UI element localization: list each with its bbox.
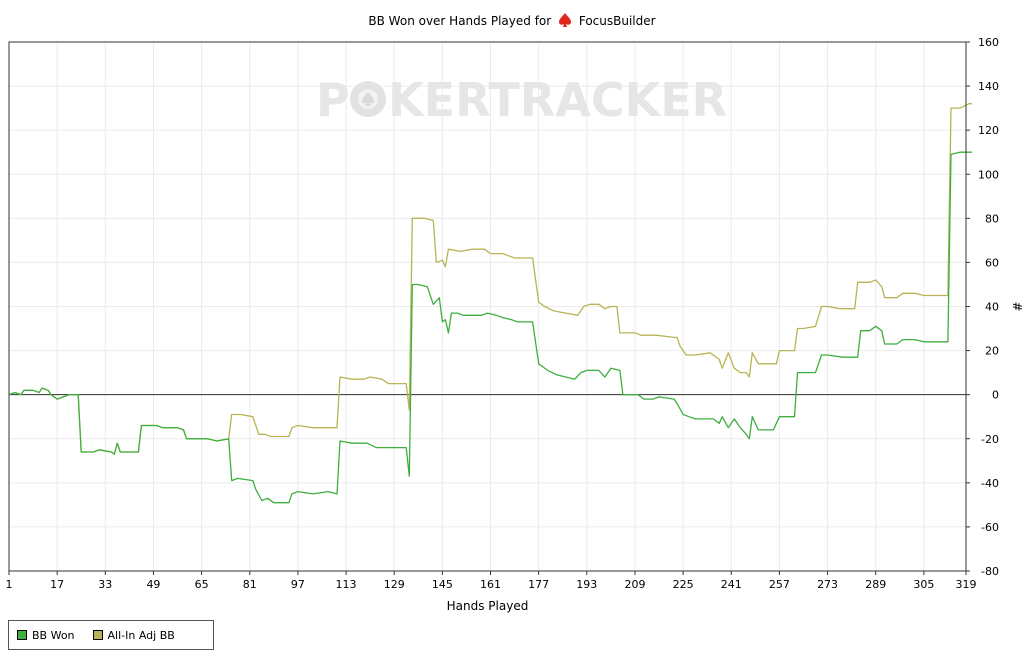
y-tick-label: 40 bbox=[985, 301, 999, 314]
x-tick-label: 289 bbox=[865, 578, 886, 591]
svg-text:KERTRACKER: KERTRACKER bbox=[388, 73, 727, 127]
x-tick-label: 241 bbox=[721, 578, 742, 591]
pokertracker-watermark: P KERTRACKER bbox=[316, 73, 727, 127]
x-tick-label: 225 bbox=[673, 578, 694, 591]
x-tick-label: 209 bbox=[624, 578, 645, 591]
series-line-bb-won bbox=[8, 151, 972, 504]
x-tick-label: 145 bbox=[432, 578, 453, 591]
player-name: FocusBuilder bbox=[578, 14, 656, 28]
x-tick-label: 17 bbox=[50, 578, 64, 591]
y-axis: -80 -60 -40 -20 0 20 40 60 80 100 120 140 160 bbox=[966, 36, 999, 578]
x-tick-label: 257 bbox=[769, 578, 790, 591]
x-tick-label: 273 bbox=[817, 578, 838, 591]
x-tick-label: 113 bbox=[336, 578, 357, 591]
legend: BB Won All-In Adj BB bbox=[8, 620, 214, 650]
pokertracker-spade-icon bbox=[559, 13, 572, 27]
y-tick-label: 80 bbox=[985, 212, 999, 225]
y-tick-label: -20 bbox=[981, 433, 999, 446]
poker-chip-icon bbox=[350, 81, 386, 117]
x-tick-label: 49 bbox=[146, 578, 160, 591]
x-tick-label: 1 bbox=[6, 578, 13, 591]
y-tick-label: -60 bbox=[981, 521, 999, 534]
y-tick-label: 120 bbox=[978, 124, 999, 137]
y-tick-label: 140 bbox=[978, 80, 999, 93]
x-tick-label: 177 bbox=[528, 578, 549, 591]
x-tick-label: 81 bbox=[243, 578, 257, 591]
legend-label-all-in-adj-bb: All-In Adj BB bbox=[107, 628, 175, 642]
x-tick-label: 193 bbox=[576, 578, 597, 591]
x-tick-label: 161 bbox=[480, 578, 501, 591]
y-axis-title: # bbox=[1010, 301, 1024, 311]
x-tick-label: 33 bbox=[98, 578, 112, 591]
legend-label-bb-won: BB Won bbox=[32, 628, 75, 642]
y-tick-label: 60 bbox=[985, 256, 999, 269]
x-axis: 1 17 33 49 65 81 97 113 129 145 161 177 193 209 225 241… bbox=[6, 571, 977, 591]
legend-swatch-bb-won bbox=[17, 630, 27, 640]
x-tick-label: 97 bbox=[291, 578, 305, 591]
y-tick-label: -40 bbox=[981, 477, 999, 490]
title-prefix: BB Won over Hands Played for bbox=[368, 14, 552, 28]
chart-title: BB Won over Hands Played for FocusBuilde… bbox=[0, 12, 1024, 28]
y-tick-label: -80 bbox=[981, 565, 999, 578]
x-tick-label: 65 bbox=[195, 578, 209, 591]
x-tick-label: 305 bbox=[913, 578, 934, 591]
x-axis-title: Hands Played bbox=[447, 599, 529, 613]
y-tick-label: 160 bbox=[978, 36, 999, 49]
svg-text:P: P bbox=[316, 73, 350, 127]
legend-item-bb-won: BB Won bbox=[17, 629, 75, 642]
legend-item-all-in-adj-bb: All-In Adj BB bbox=[92, 628, 175, 642]
x-tick-label: 129 bbox=[384, 578, 405, 591]
y-tick-label: 0 bbox=[992, 389, 999, 402]
x-tick-label: 319 bbox=[956, 578, 977, 591]
y-tick-label: 20 bbox=[985, 345, 999, 358]
y-tick-label: 100 bbox=[978, 168, 999, 181]
legend-swatch-all-in-adj-bb bbox=[92, 630, 103, 640]
series-group bbox=[8, 103, 972, 504]
